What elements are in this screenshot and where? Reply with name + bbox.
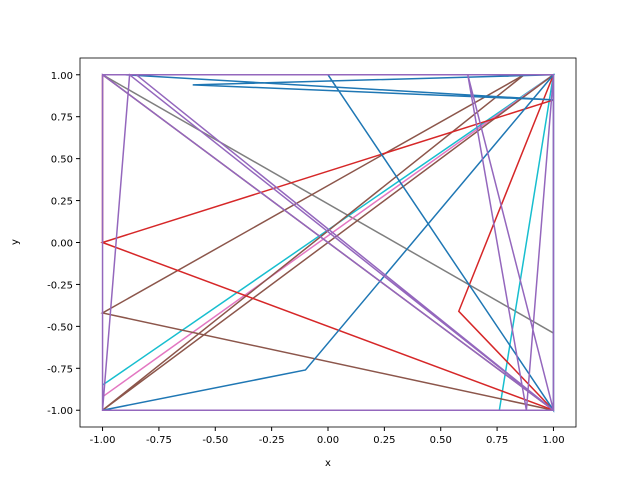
x-axis-label: x [325, 458, 331, 469]
y-tick-label: 0.75 [51, 113, 73, 124]
y-tick-label: 0.00 [51, 239, 73, 250]
x-tick-label: 0.00 [317, 435, 339, 446]
y-tick-label: -0.50 [47, 322, 73, 333]
x-tick-label: 0.25 [373, 435, 395, 446]
y-tick-label: 1.00 [51, 71, 73, 82]
line [102, 74, 554, 334]
y-axis-label: y [10, 239, 21, 245]
y-tick-label: 0.50 [51, 155, 73, 166]
x-tick-label: -0.75 [146, 435, 172, 446]
y-tick-label: 0.25 [51, 197, 73, 208]
x-tick-label: -0.50 [202, 435, 228, 446]
x-tick-label: 0.50 [430, 435, 452, 446]
x-tick-label: 0.75 [486, 435, 508, 446]
x-tick-label: -1.00 [90, 435, 116, 446]
y-tick-label: -1.00 [47, 406, 73, 417]
x-tick-label: -0.25 [259, 435, 285, 446]
line [101, 73, 555, 411]
line [102, 74, 554, 398]
x-tick-label: 1.00 [542, 435, 564, 446]
axes-frame [79, 57, 577, 428]
y-tick-label: -0.75 [47, 364, 73, 375]
y-tick-label: -0.25 [47, 280, 73, 291]
